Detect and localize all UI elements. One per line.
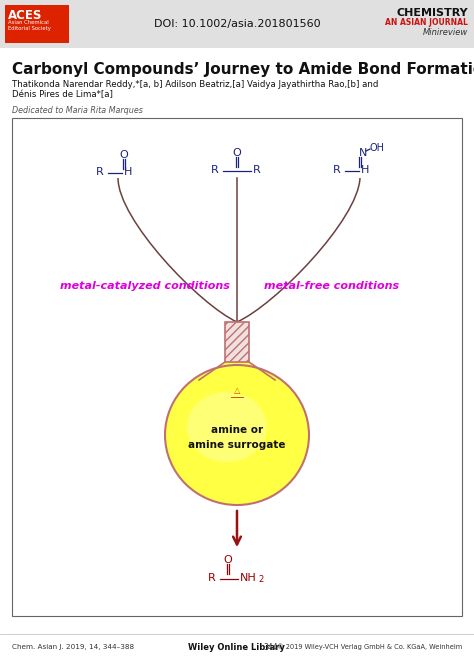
- Text: 2: 2: [258, 575, 263, 584]
- Text: O: O: [224, 555, 232, 565]
- Text: N: N: [359, 148, 367, 158]
- Text: DOI: 10.1002/asia.201801560: DOI: 10.1002/asia.201801560: [154, 19, 320, 29]
- Polygon shape: [199, 362, 275, 380]
- Text: R: R: [96, 167, 104, 177]
- Text: H: H: [124, 167, 132, 177]
- Text: Thatikonda Narendar Reddy,*[a, b] Adilson Beatriz,[a] Vaidya Jayathirtha Rao,[b]: Thatikonda Narendar Reddy,*[a, b] Adilso…: [12, 80, 378, 89]
- Text: metal-free conditions: metal-free conditions: [264, 281, 400, 291]
- Ellipse shape: [165, 365, 309, 505]
- Text: R: R: [333, 165, 341, 175]
- Bar: [0, 0, 474, 48]
- Text: NH: NH: [240, 573, 257, 583]
- Text: H: H: [361, 165, 369, 175]
- Text: © 2019 Wiley-VCH Verlag GmbH & Co. KGaA, Weinheim: © 2019 Wiley-VCH Verlag GmbH & Co. KGaA,…: [277, 644, 462, 651]
- Text: CHEMISTRY: CHEMISTRY: [396, 8, 468, 18]
- Text: metal-catalyzed conditions: metal-catalyzed conditions: [60, 281, 230, 291]
- Text: Chem. Asian J. 2019, 14, 344–388: Chem. Asian J. 2019, 14, 344–388: [12, 644, 134, 650]
- Text: Wiley Online Library: Wiley Online Library: [188, 643, 285, 651]
- Text: O: O: [233, 148, 241, 158]
- Text: R: R: [208, 573, 216, 583]
- Text: amine or: amine or: [211, 425, 263, 435]
- Text: O: O: [119, 150, 128, 160]
- Text: R: R: [253, 165, 261, 175]
- Text: △: △: [234, 385, 240, 395]
- Ellipse shape: [187, 392, 267, 462]
- Text: Dedicated to Maria Rita Marques: Dedicated to Maria Rita Marques: [12, 106, 143, 115]
- Text: Minireview: Minireview: [423, 28, 468, 37]
- Bar: [12, 118, 462, 616]
- Bar: [225, 322, 249, 362]
- Text: Dénis Pires de Lima*[a]: Dénis Pires de Lima*[a]: [12, 90, 113, 99]
- Text: Carbonyl Compounds’ Journey to Amide Bond Formation: Carbonyl Compounds’ Journey to Amide Bon…: [12, 62, 474, 77]
- Text: Asian Chemical: Asian Chemical: [8, 20, 49, 25]
- Text: amine surrogate: amine surrogate: [188, 440, 286, 450]
- Bar: [5, 5, 69, 43]
- Text: AN ASIAN JOURNAL: AN ASIAN JOURNAL: [385, 18, 468, 27]
- Text: R: R: [211, 165, 219, 175]
- Text: OH: OH: [370, 143, 385, 153]
- Text: Editorial Society: Editorial Society: [8, 26, 51, 31]
- Text: 344: 344: [263, 643, 278, 651]
- Text: ACES: ACES: [8, 9, 42, 22]
